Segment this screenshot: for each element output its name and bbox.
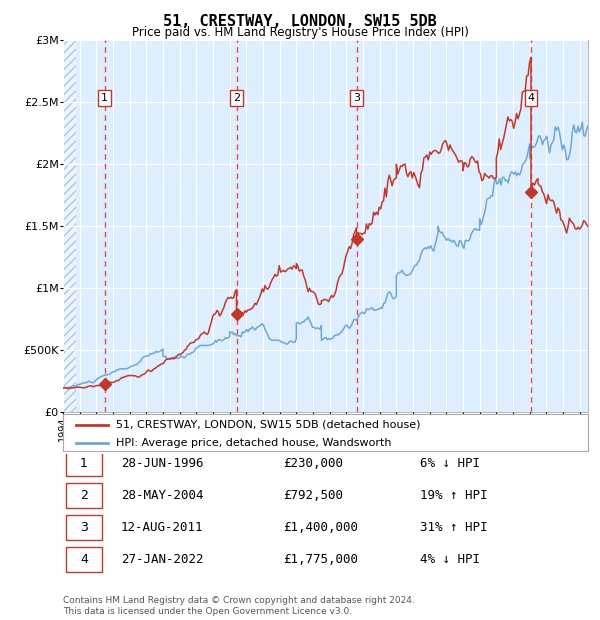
Text: 6% ↓ HPI: 6% ↓ HPI (420, 457, 480, 470)
FancyBboxPatch shape (65, 483, 103, 508)
Text: £1,775,000: £1,775,000 (284, 553, 359, 566)
Text: £1,400,000: £1,400,000 (284, 521, 359, 534)
Text: 3: 3 (353, 93, 360, 103)
Text: 4: 4 (527, 93, 535, 103)
Text: 19% ↑ HPI: 19% ↑ HPI (420, 489, 487, 502)
Text: Price paid vs. HM Land Registry's House Price Index (HPI): Price paid vs. HM Land Registry's House … (131, 26, 469, 39)
Text: £230,000: £230,000 (284, 457, 343, 470)
Bar (63, 40, 76, 412)
FancyBboxPatch shape (63, 414, 588, 451)
Text: 2: 2 (80, 489, 88, 502)
Text: 28-JUN-1996: 28-JUN-1996 (121, 457, 203, 470)
Text: 51, CRESTWAY, LONDON, SW15 5DB (detached house): 51, CRESTWAY, LONDON, SW15 5DB (detached… (115, 420, 420, 430)
Text: HPI: Average price, detached house, Wandsworth: HPI: Average price, detached house, Wand… (115, 438, 391, 448)
Bar (63, 40, 76, 412)
Text: 28-MAY-2004: 28-MAY-2004 (121, 489, 203, 502)
Text: 4% ↓ HPI: 4% ↓ HPI (420, 553, 480, 566)
Text: 27-JAN-2022: 27-JAN-2022 (121, 553, 203, 566)
Text: 4: 4 (80, 553, 88, 566)
FancyBboxPatch shape (65, 547, 103, 572)
Text: 31% ↑ HPI: 31% ↑ HPI (420, 521, 487, 534)
Text: 3: 3 (80, 521, 88, 534)
FancyBboxPatch shape (65, 451, 103, 476)
FancyBboxPatch shape (65, 515, 103, 540)
Text: 12-AUG-2011: 12-AUG-2011 (121, 521, 203, 534)
Text: 1: 1 (80, 457, 88, 470)
Text: 2: 2 (233, 93, 240, 103)
Text: Contains HM Land Registry data © Crown copyright and database right 2024.
This d: Contains HM Land Registry data © Crown c… (63, 596, 415, 616)
Text: 1: 1 (101, 93, 108, 103)
Text: £792,500: £792,500 (284, 489, 343, 502)
Text: 51, CRESTWAY, LONDON, SW15 5DB: 51, CRESTWAY, LONDON, SW15 5DB (163, 14, 437, 29)
